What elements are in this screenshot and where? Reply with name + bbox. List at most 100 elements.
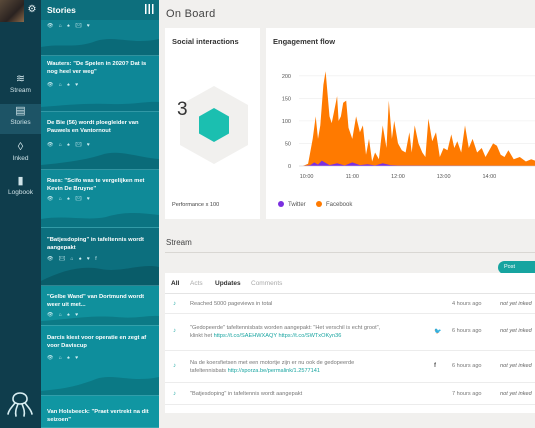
x-tick-label: 12:00 bbox=[391, 174, 405, 180]
card-title: Engagement flow bbox=[273, 37, 336, 46]
stream-row-text: "Gedopeerde" tafeltennisbats worden aang… bbox=[190, 324, 390, 340]
page-title: On Board bbox=[166, 8, 216, 20]
story-headline: De Bie (56) wordt ploegleider van Pauwel… bbox=[47, 120, 139, 134]
rail-item-inked[interactable]: ◊ Inked bbox=[0, 140, 41, 170]
legend-facebook[interactable]: Facebook bbox=[316, 201, 352, 208]
card-title: Social interactions bbox=[172, 37, 239, 46]
x-tick-label: 14:00 bbox=[482, 174, 496, 180]
story-sparkline bbox=[41, 266, 159, 285]
story-headline: "Gelbe Wand" van Dortmund wordt weer uit… bbox=[47, 294, 145, 308]
y-tick-label: 200 bbox=[282, 74, 291, 80]
story-headline: "Batjesdoping" in tafeltennis wordt aang… bbox=[47, 237, 144, 251]
story-sparkline bbox=[41, 315, 159, 325]
bar-chart-icon: ▮ bbox=[17, 175, 24, 187]
story-share-icons: 👁 ⌂ ♠ ♥ bbox=[47, 82, 81, 88]
stream-panel: All Acts Updates Comments ♪ Reached 5000… bbox=[165, 273, 535, 413]
bell-icon: ♪ bbox=[173, 363, 176, 369]
avatar[interactable] bbox=[0, 0, 24, 22]
stream-row[interactable]: ♪ Na de koersfietsen met een motortje zi… bbox=[165, 351, 535, 383]
row-link[interactable]: http://sporza.be/permalink/1.2577141 bbox=[227, 368, 320, 374]
hexagon-badge-icon bbox=[180, 86, 248, 164]
story-card[interactable]: De Bie (56) wordt ploegleider van Pauwel… bbox=[41, 112, 159, 170]
rail-item-logbook[interactable]: ▮ Logbook bbox=[0, 174, 41, 204]
rail-item-label: Stream bbox=[10, 87, 31, 94]
row-link[interactable]: https://t.co/SAEHWXAQY https://t.co/SWTx… bbox=[213, 333, 342, 339]
stream-row[interactable]: ♪ "Gedopeerde" tafeltennisbats worden aa… bbox=[165, 314, 535, 351]
stories-header: Stories bbox=[41, 0, 159, 20]
legend-twitter[interactable]: Twitter bbox=[278, 201, 306, 208]
stream-row-text: Na de koersfietsen met een motortje zijn… bbox=[190, 359, 390, 375]
row-ink-status[interactable]: not yet inked bbox=[500, 391, 532, 397]
series-facebook-area bbox=[302, 71, 535, 166]
rail-item-label: Stories bbox=[10, 119, 31, 126]
legend-swatch bbox=[278, 201, 284, 207]
rail-item-label: Logbook bbox=[8, 189, 33, 196]
document-icon: ▤ bbox=[15, 105, 26, 117]
stream-tabs: All Acts Updates Comments bbox=[165, 273, 535, 294]
story-card[interactable]: 👁 ⌂ ♠ ✉ ♥ bbox=[41, 20, 159, 56]
row-time: 7 hours ago bbox=[452, 391, 482, 397]
settings-icon[interactable]: ⚙ bbox=[27, 4, 37, 15]
rail-item-label: Inked bbox=[12, 155, 29, 162]
stream-row-text: "Batjesdoping" in tafeltennis wordt aang… bbox=[190, 390, 390, 398]
main-content: On Board Social interactions 3 Performan… bbox=[159, 0, 535, 428]
story-sparkline bbox=[41, 213, 159, 227]
columns-menu-icon[interactable] bbox=[145, 4, 154, 14]
story-card[interactable]: Van Holsbeeck: "Praet vertrekt na dit se… bbox=[41, 396, 159, 428]
story-card[interactable]: "Gelbe Wand" van Dortmund wordt weer uit… bbox=[41, 286, 159, 326]
tab-comments[interactable]: Comments bbox=[251, 280, 283, 287]
y-tick-label: 50 bbox=[285, 141, 291, 147]
left-rail: ⚙ ≋ Stream ▤ Stories ◊ Inked ▮ Logbook bbox=[0, 0, 41, 428]
tab-acts[interactable]: Acts bbox=[190, 280, 203, 287]
twitter-icon: 🐦 bbox=[434, 329, 442, 335]
story-headline: Van Holsbeeck: "Praet vertrekt na dit se… bbox=[47, 409, 149, 423]
legend-label: Facebook bbox=[326, 202, 353, 208]
stream-row[interactable]: ♪ Reached 5000 pageviews in total 4 hour… bbox=[165, 294, 535, 314]
performance-caption: Performance x 100 bbox=[172, 202, 220, 208]
stream-row-text: Reached 5000 pageviews in total bbox=[190, 300, 390, 308]
row-time: 6 hours ago bbox=[452, 328, 482, 334]
y-tick-label: 150 bbox=[282, 96, 291, 102]
story-card[interactable]: Darcis kiest voor operatie en zegt af vo… bbox=[41, 326, 159, 396]
story-card[interactable]: "Batjesdoping" in tafeltennis wordt aang… bbox=[41, 228, 159, 286]
engagement-flow-chart: 0 50 100 150 200 10:00 11:00 12:00 13:00 14:00 bbox=[282, 71, 535, 180]
story-card[interactable]: Wauters: "De Spelen in 2020? Dat is nog … bbox=[41, 56, 159, 112]
octopus-logo-icon bbox=[7, 392, 33, 417]
row-ink-status[interactable]: not yet inked bbox=[500, 363, 532, 369]
story-share-icons: 👁 ⌂ ♠ ♥ bbox=[47, 312, 81, 318]
stories-title: Stories bbox=[47, 5, 76, 15]
row-ink-status[interactable]: not yet inked bbox=[500, 301, 532, 307]
story-share-icons: 👁 ⌂ ♠ ✉ ♥ bbox=[47, 23, 92, 29]
social-interactions-value: 3 bbox=[177, 99, 188, 120]
story-sparkline bbox=[41, 377, 159, 395]
drop-icon: ◊ bbox=[17, 141, 24, 153]
x-tick-label: 13:00 bbox=[437, 174, 451, 180]
row-time: 4 hours ago bbox=[452, 301, 482, 307]
legend-label: Twitter bbox=[288, 202, 306, 208]
tab-all[interactable]: All bbox=[171, 280, 180, 287]
engagement-flow-card: Engagement flow 0 50 100 150 200 10:00 11:00 12… bbox=[266, 28, 535, 219]
x-tick-label: 10:00 bbox=[300, 174, 314, 180]
bell-icon: ♪ bbox=[173, 391, 176, 397]
story-sparkline bbox=[41, 101, 159, 111]
story-share-icons: 👁 ⌂ ♠ ♥ bbox=[47, 355, 81, 361]
legend-swatch bbox=[316, 201, 322, 207]
story-share-icons: 👁 ⌂ ♠ ✉ ♥ bbox=[47, 142, 92, 148]
stream-row[interactable]: ♪ "Batjesdoping" in tafeltennis wordt aa… bbox=[165, 383, 535, 405]
stream-heading: Stream bbox=[166, 238, 192, 247]
rail-item-stories[interactable]: ▤ Stories bbox=[0, 104, 41, 134]
tab-updates[interactable]: Updates bbox=[215, 280, 241, 287]
story-headline: Raes: "Scifo was te vergelijken met Kevi… bbox=[47, 178, 145, 192]
rail-item-stream[interactable]: ≋ Stream bbox=[0, 72, 41, 102]
story-card[interactable]: Raes: "Scifo was te vergelijken met Kevi… bbox=[41, 170, 159, 228]
y-tick-label: 100 bbox=[282, 119, 291, 125]
story-headline: Wauters: "De Spelen in 2020? Dat is nog … bbox=[47, 61, 147, 75]
bell-icon: ♪ bbox=[173, 328, 176, 334]
story-sparkline bbox=[41, 39, 159, 55]
row-ink-status[interactable]: not yet inked bbox=[500, 328, 532, 334]
facebook-icon: f bbox=[434, 363, 436, 369]
row-message: "Gedopeerde" tafeltennisbats worden aang… bbox=[190, 325, 381, 339]
x-tick-label: 11:00 bbox=[346, 174, 359, 180]
story-sparkline bbox=[41, 152, 159, 169]
waves-icon: ≋ bbox=[15, 73, 26, 85]
